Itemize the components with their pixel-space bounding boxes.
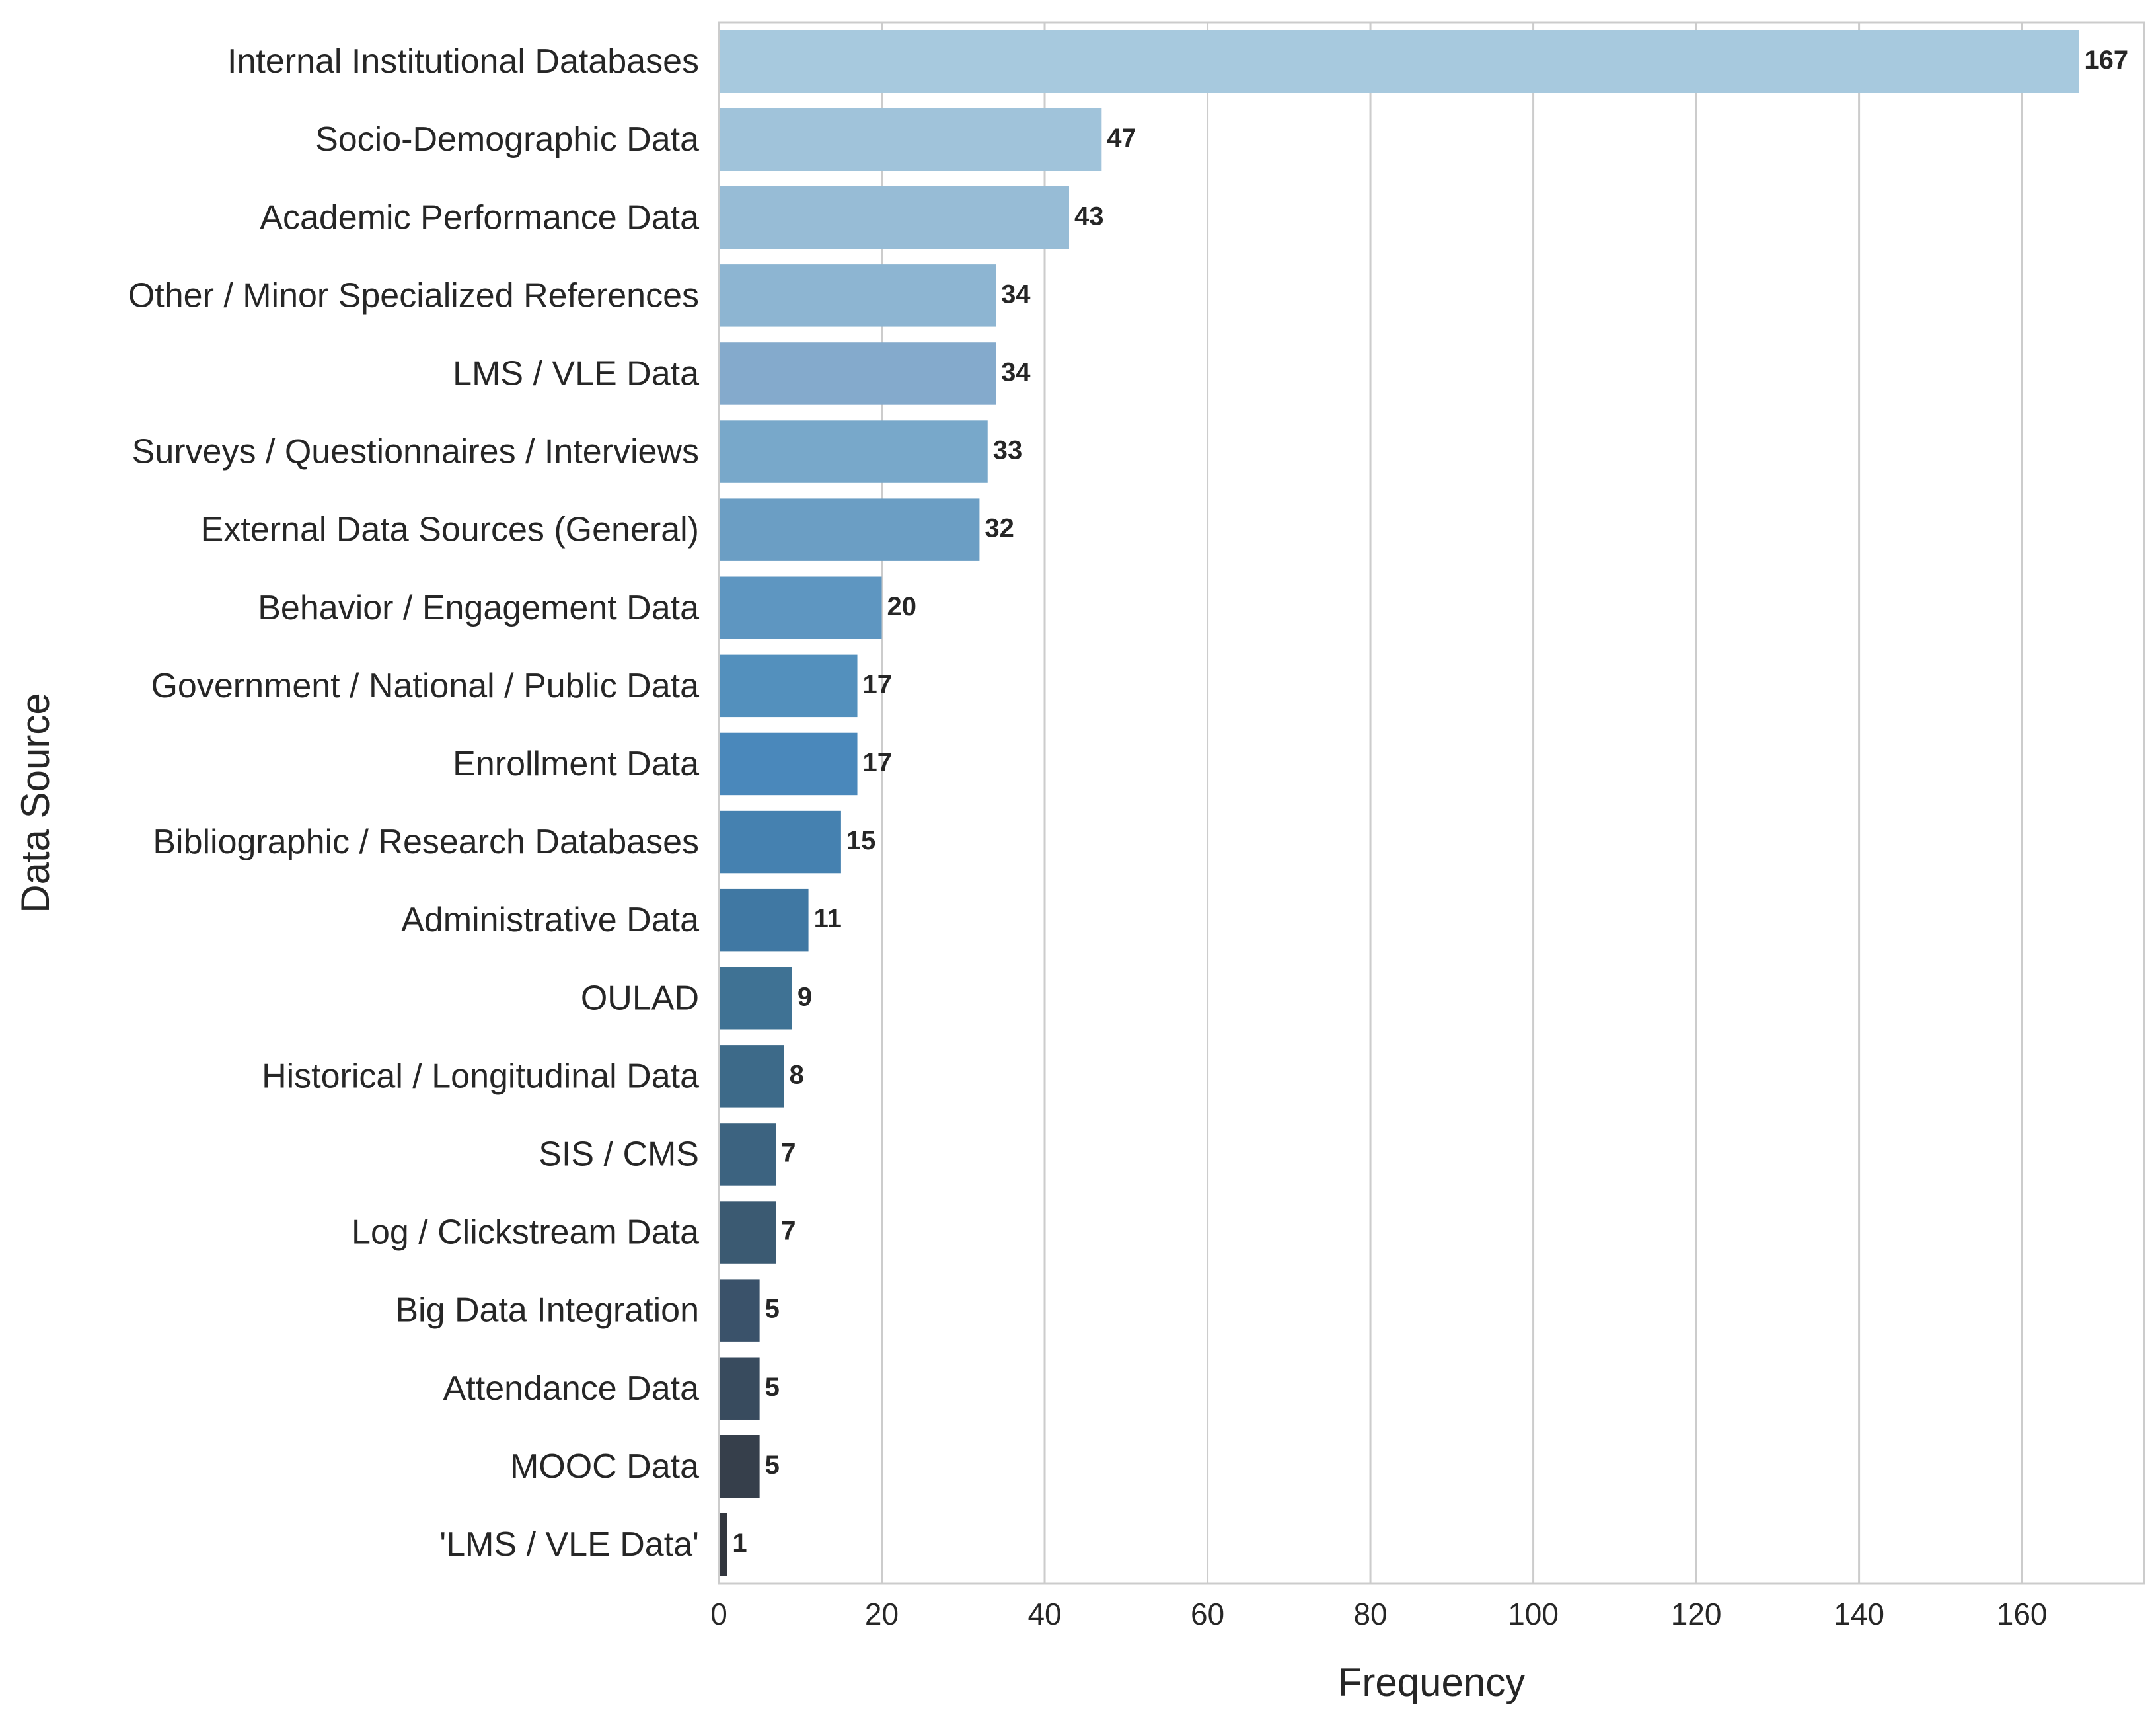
value-label-5: 33 — [993, 436, 1023, 465]
bar-14 — [719, 1123, 776, 1186]
category-label-5: Surveys / Questionnaires / Interviews — [132, 433, 699, 471]
bar-8 — [719, 654, 858, 718]
value-label-18: 5 — [765, 1451, 780, 1480]
x-axis-title: Frequency — [1338, 1660, 1525, 1704]
x-tick-label-8: 160 — [1997, 1597, 2048, 1631]
bar-12 — [719, 967, 792, 1030]
x-tick-label-4: 80 — [1353, 1597, 1387, 1631]
category-label-18: MOOC Data — [510, 1447, 699, 1486]
bar-17 — [719, 1357, 760, 1420]
category-label-14: SIS / CMS — [539, 1135, 699, 1173]
y-axis-title: Data Source — [13, 693, 57, 913]
category-label-7: Behavior / Engagement Data — [258, 589, 699, 627]
value-label-17: 5 — [765, 1373, 780, 1402]
bar-2 — [719, 186, 1070, 249]
category-labels: Internal Institutional Databases Socio-De… — [128, 42, 699, 1564]
category-label-0: Internal Institutional Databases — [227, 42, 699, 81]
category-label-1: Socio-Demographic Data — [315, 120, 699, 159]
value-label-12: 9 — [798, 982, 812, 1011]
x-tick-label-1: 20 — [865, 1597, 899, 1631]
bar-0 — [719, 30, 2079, 93]
bar-1 — [719, 108, 1102, 171]
value-labels: 167 47 43 34 34 33 32 20 17 17 15 11 9 8 7 7 5 5 5 1 — [732, 46, 2128, 1558]
value-label-4: 34 — [1001, 358, 1031, 387]
x-tick-label-6: 120 — [1671, 1597, 1722, 1631]
x-tick-label-7: 140 — [1834, 1597, 1884, 1631]
category-label-15: Log / Clickstream Data — [352, 1213, 699, 1252]
x-tick-label-5: 100 — [1508, 1597, 1559, 1631]
value-label-0: 167 — [2084, 46, 2128, 75]
value-label-8: 17 — [863, 670, 893, 699]
category-label-3: Other / Minor Specialized References — [128, 276, 699, 315]
bar-3 — [719, 264, 996, 327]
bar-4 — [719, 342, 996, 405]
grid-lines — [718, 22, 2023, 1584]
value-label-13: 8 — [790, 1060, 804, 1089]
bar-7 — [719, 576, 882, 639]
value-label-9: 17 — [863, 748, 893, 777]
value-label-14: 7 — [781, 1138, 796, 1167]
value-label-3: 34 — [1001, 280, 1031, 309]
category-label-8: Government / National / Public Data — [151, 667, 699, 705]
category-label-19: 'LMS / VLE Data' — [439, 1525, 699, 1564]
bar-11 — [719, 888, 809, 952]
category-label-11: Administrative Data — [401, 901, 699, 939]
category-label-16: Big Data Integration — [395, 1291, 699, 1330]
category-label-9: Enrollment Data — [453, 745, 699, 783]
value-label-11: 11 — [814, 904, 842, 933]
category-label-2: Academic Performance Data — [260, 198, 699, 237]
bar-16 — [719, 1279, 760, 1342]
value-label-15: 7 — [781, 1217, 796, 1246]
category-label-4: LMS / VLE Data — [453, 354, 699, 393]
plot-frame — [718, 21, 2145, 1585]
bars — [719, 30, 2079, 1576]
x-tick-label-3: 60 — [1191, 1597, 1224, 1631]
x-tick-labels: 0 20 40 60 80 100 120 140 160 — [710, 1597, 2047, 1631]
value-label-1: 47 — [1107, 124, 1136, 153]
x-tick-label-0: 0 — [710, 1597, 727, 1631]
bar-10 — [719, 810, 841, 874]
bar-5 — [719, 420, 988, 483]
category-label-13: Historical / Longitudinal Data — [262, 1057, 699, 1095]
bar-9 — [719, 732, 858, 796]
value-label-6: 32 — [985, 514, 1014, 543]
category-label-6: External Data Sources (General) — [201, 511, 699, 549]
value-label-2: 43 — [1074, 202, 1104, 231]
bar-19 — [719, 1513, 727, 1576]
bar-6 — [719, 498, 980, 561]
bar-15 — [719, 1201, 776, 1264]
category-label-17: Attendance Data — [443, 1369, 699, 1408]
value-label-16: 5 — [765, 1295, 780, 1324]
x-tick-label-2: 40 — [1027, 1597, 1061, 1631]
value-label-19: 1 — [732, 1529, 747, 1558]
value-label-10: 15 — [846, 826, 876, 855]
category-label-12: OULAD — [581, 979, 699, 1017]
value-label-7: 20 — [887, 592, 917, 621]
bar-18 — [719, 1435, 760, 1498]
bar-13 — [719, 1045, 784, 1108]
category-label-10: Bibliographic / Research Databases — [153, 823, 699, 861]
